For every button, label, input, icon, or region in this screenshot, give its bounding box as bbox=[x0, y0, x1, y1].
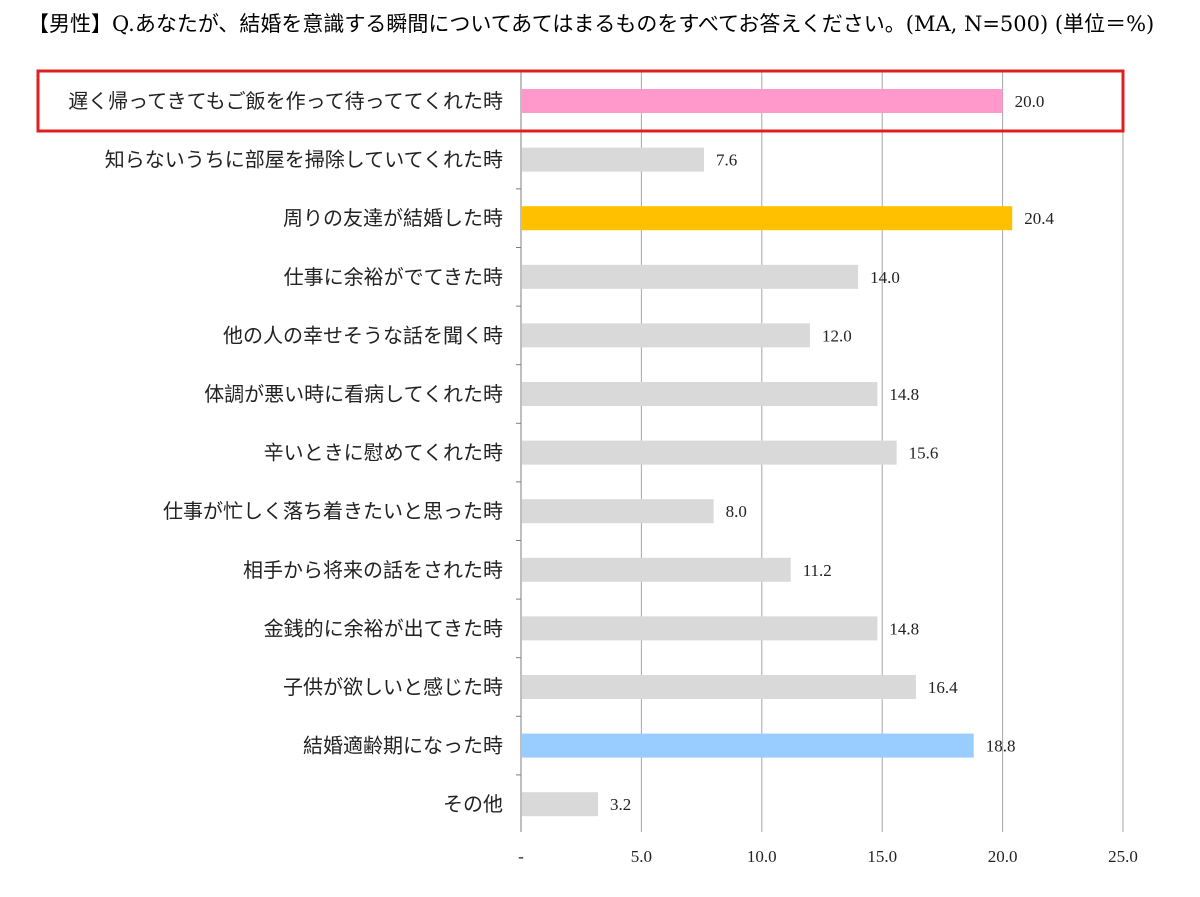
category-label-4: 他の人の幸せそうな話を聞く時 bbox=[223, 323, 503, 347]
bar-9 bbox=[522, 616, 878, 641]
value-label-3: 14.0 bbox=[870, 268, 900, 287]
x-tick-label-2: 10.0 bbox=[747, 847, 777, 866]
bar-10 bbox=[522, 675, 916, 699]
value-label-11: 18.8 bbox=[986, 737, 1016, 756]
category-label-3: 仕事に余裕がでてきた時 bbox=[284, 265, 503, 289]
value-label-1: 7.6 bbox=[716, 151, 737, 170]
x-tick-label-4: 20.0 bbox=[988, 847, 1018, 866]
x-tick-label-0: - bbox=[518, 847, 524, 866]
value-label-12: 3.2 bbox=[610, 795, 631, 814]
highlight-frame bbox=[36, 69, 1125, 133]
value-label-8: 11.2 bbox=[803, 561, 832, 580]
bar-7 bbox=[522, 499, 714, 524]
x-tick-label-5: 25.0 bbox=[1108, 847, 1138, 866]
category-label-9: 金銭的に余裕が出てきた時 bbox=[264, 616, 503, 640]
category-label-8: 相手から将来の話をされた時 bbox=[243, 558, 503, 582]
value-label-5: 14.8 bbox=[889, 385, 919, 404]
value-label-4: 12.0 bbox=[822, 326, 852, 345]
value-label-7: 8.0 bbox=[726, 502, 747, 521]
bar-8 bbox=[522, 557, 791, 582]
category-label-11: 結婚適齢期になった時 bbox=[303, 734, 503, 758]
category-label-7: 仕事が忙しく落ち着きたいと思った時 bbox=[163, 499, 503, 523]
value-label-0: 20.0 bbox=[1015, 92, 1045, 111]
value-label-9: 14.8 bbox=[889, 619, 919, 638]
value-label-10: 16.4 bbox=[928, 678, 958, 697]
category-label-5: 体調が悪い時に看病してくれた時 bbox=[204, 382, 503, 406]
category-label-0: 遅く帰ってきてもご飯を作って待っててくれた時 bbox=[68, 89, 503, 113]
category-label-1: 知らないうちに部屋を掃除していてくれた時 bbox=[105, 148, 503, 172]
x-tick-label-3: 15.0 bbox=[867, 847, 897, 866]
bar-1 bbox=[522, 147, 705, 172]
x-tick-label-1: 5.0 bbox=[631, 847, 652, 866]
category-label-10: 子供が欲しいと感じた時 bbox=[283, 675, 503, 699]
bar-11 bbox=[522, 733, 974, 758]
bar-2 bbox=[522, 206, 1013, 231]
value-label-2: 20.4 bbox=[1024, 209, 1054, 228]
category-label-12: その他 bbox=[443, 792, 503, 816]
value-label-6: 15.6 bbox=[909, 444, 939, 463]
bar-4 bbox=[522, 323, 810, 348]
category-label-6: 辛いときに慰めてくれた時 bbox=[264, 441, 503, 465]
bar-5 bbox=[522, 382, 878, 406]
category-label-2: 周りの友達が結婚した時 bbox=[283, 206, 503, 230]
bar-12 bbox=[522, 792, 599, 817]
chart-title: 【男性】Q.あなたが、結婚を意識する瞬間についてあてはまるものをすべてお答えくだ… bbox=[28, 12, 1155, 36]
bar-0 bbox=[522, 89, 1003, 113]
bar-6 bbox=[522, 440, 897, 465]
bar-3 bbox=[522, 264, 859, 289]
